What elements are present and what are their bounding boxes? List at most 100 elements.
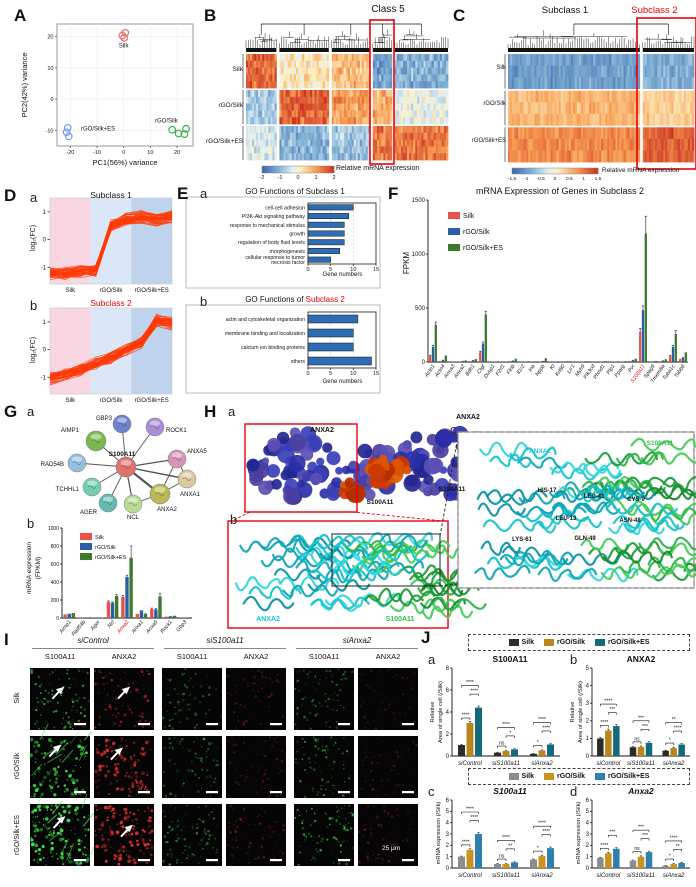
panel-e-sub-a: a bbox=[200, 186, 208, 201]
svg-text:5: 5 bbox=[586, 666, 590, 672]
svg-text:0: 0 bbox=[446, 866, 450, 872]
panel-f-label: F bbox=[388, 184, 399, 203]
svg-text:NCL: NCL bbox=[127, 515, 140, 521]
svg-text:Silk: Silk bbox=[65, 288, 76, 294]
line-b-ylabel: log₂(FC) bbox=[30, 336, 37, 364]
jc-ylabel: mRNA expression (/Silk) bbox=[436, 801, 442, 865]
svg-text:ANXA2: ANXA2 bbox=[456, 414, 480, 421]
svg-text:1000: 1000 bbox=[48, 526, 59, 532]
jb-ylabel-1: Relative bbox=[570, 701, 576, 723]
microscopy-group-sis100a11: siS100a11 bbox=[206, 636, 244, 645]
svg-text:rGO/Silk: rGO/Silk bbox=[100, 288, 124, 294]
heatmap-b-title: Class 5 bbox=[371, 4, 405, 15]
svg-text:membrane binding and localizat: membrane binding and localization bbox=[225, 331, 305, 337]
svg-text:4: 4 bbox=[586, 820, 590, 826]
svg-text:***: *** bbox=[638, 715, 644, 721]
svg-text:10: 10 bbox=[47, 66, 53, 72]
svg-text:morphogenesis: morphogenesis bbox=[270, 249, 306, 255]
svg-text:growth: growth bbox=[289, 232, 305, 238]
svg-text:4: 4 bbox=[446, 820, 450, 826]
gbar-ylabel-1: mRNA expression bbox=[26, 541, 33, 595]
svg-text:10: 10 bbox=[350, 267, 356, 273]
legend-item-rGO/Silk: rGO/Silk bbox=[544, 639, 585, 646]
svg-text:200: 200 bbox=[51, 598, 60, 604]
svg-text:TCHHL1: TCHHL1 bbox=[56, 487, 80, 493]
microscopy-group-sianxa2: siAnxa2 bbox=[342, 636, 372, 645]
go-b-xlabel: Gene numbers bbox=[322, 379, 363, 385]
svg-text:0: 0 bbox=[50, 97, 53, 103]
svg-text:GLN-49: GLN-49 bbox=[574, 536, 596, 542]
group-underline-3 bbox=[296, 648, 418, 649]
svg-text:Ager: Ager bbox=[89, 619, 102, 632]
svg-text:-10: -10 bbox=[46, 128, 54, 134]
svg-text:***: *** bbox=[642, 833, 648, 839]
svg-text:CYS-9: CYS-9 bbox=[627, 497, 645, 503]
heatmap-c-row-rgosilkes: rGO/Silk+ES bbox=[471, 138, 506, 144]
svg-text:AGER: AGER bbox=[80, 510, 98, 516]
svg-text:Nppb: Nppb bbox=[534, 364, 546, 378]
svg-text:Pvr: Pvr bbox=[627, 364, 637, 374]
svg-text:Rad54b: Rad54b bbox=[71, 619, 88, 637]
svg-text:Krt80: Krt80 bbox=[554, 364, 566, 378]
svg-text:HIS-17: HIS-17 bbox=[538, 488, 557, 494]
line-a-title: Subclass 1 bbox=[90, 190, 132, 200]
svg-text:RAD54B: RAD54B bbox=[41, 462, 64, 468]
go-b-title-subclass: Subclass 2 bbox=[305, 295, 345, 304]
svg-text:0: 0 bbox=[56, 616, 59, 622]
legend-swatch bbox=[508, 773, 519, 780]
ja-ylabel-2: Area of single cell (/Silk) bbox=[438, 680, 444, 744]
ja-title: S100A11 bbox=[492, 654, 528, 664]
svg-text:Ncl: Ncl bbox=[107, 619, 117, 629]
go-a-title-subclass: Subclass 1 bbox=[305, 187, 345, 196]
jb-title: ANXA2 bbox=[626, 654, 656, 664]
svg-text:siControl: siControl bbox=[458, 873, 482, 879]
svg-text:-1: -1 bbox=[278, 175, 283, 181]
svg-text:Bdh1: Bdh1 bbox=[465, 364, 477, 378]
svg-text:*: * bbox=[509, 730, 511, 736]
svg-text:****: **** bbox=[466, 680, 474, 686]
panel-c-label: C bbox=[453, 6, 466, 25]
svg-text:****: **** bbox=[542, 725, 550, 731]
svg-text:S100A11: S100A11 bbox=[647, 440, 674, 447]
svg-text:-2: -2 bbox=[260, 175, 265, 181]
svg-text:****: **** bbox=[670, 835, 678, 841]
gbar-ylabel-2: (FPKM) bbox=[35, 556, 42, 580]
svg-text:4: 4 bbox=[446, 710, 450, 716]
svg-text:rGO/Silk: rGO/Silk bbox=[95, 545, 116, 551]
svg-text:**: ** bbox=[672, 717, 676, 723]
svg-text:PI3K-Akt signaling pathway: PI3K-Akt signaling pathway bbox=[242, 214, 306, 220]
svg-text:Silk: Silk bbox=[119, 43, 130, 49]
svg-text:response to mechanical stimulu: response to mechanical stimulus bbox=[230, 223, 306, 229]
svg-text:Ctgf: Ctgf bbox=[476, 363, 487, 375]
svg-text:****: **** bbox=[462, 713, 470, 719]
panel-j-label: J bbox=[421, 628, 431, 647]
svg-text:ANXA1: ANXA1 bbox=[180, 492, 200, 498]
svg-text:Anxa5: Anxa5 bbox=[145, 619, 160, 635]
svg-text:rGO/Silk+ES: rGO/Silk+ES bbox=[135, 398, 169, 404]
svg-text:ASN-48: ASN-48 bbox=[619, 518, 641, 524]
svg-text:1: 1 bbox=[586, 854, 590, 860]
svg-text:AIMP1: AIMP1 bbox=[61, 428, 80, 434]
svg-text:LYS-61: LYS-61 bbox=[512, 537, 532, 543]
svg-text:****: **** bbox=[470, 689, 478, 695]
svg-text:6: 6 bbox=[446, 798, 450, 804]
svg-text:siAnxa2: siAnxa2 bbox=[531, 873, 553, 879]
svg-text:Pparg: Pparg bbox=[614, 364, 627, 379]
legend-item-rGO/Silk+ES: rGO/Silk+ES bbox=[595, 639, 649, 646]
svg-text:15: 15 bbox=[373, 371, 379, 377]
svg-text:5: 5 bbox=[329, 267, 332, 273]
go-a-xlabel: Gene numbers bbox=[322, 272, 363, 278]
svg-text:20: 20 bbox=[174, 150, 180, 156]
channel-header-5: S100A11 bbox=[308, 652, 340, 661]
panel-i-label: I bbox=[4, 630, 9, 649]
svg-text:LEU-13: LEU-13 bbox=[556, 516, 577, 522]
svg-text:Silk: Silk bbox=[65, 398, 76, 404]
svg-text:***: *** bbox=[609, 707, 615, 713]
microscopy-row-rgosilk: rGO/Silk bbox=[14, 752, 21, 780]
svg-text:***: *** bbox=[642, 724, 648, 730]
svg-text:3: 3 bbox=[586, 832, 590, 838]
svg-text:cell-cell adhesion: cell-cell adhesion bbox=[265, 205, 305, 211]
svg-text:Anxa2: Anxa2 bbox=[116, 619, 131, 635]
microscopy-group-sicontrol: siControl bbox=[77, 636, 109, 645]
